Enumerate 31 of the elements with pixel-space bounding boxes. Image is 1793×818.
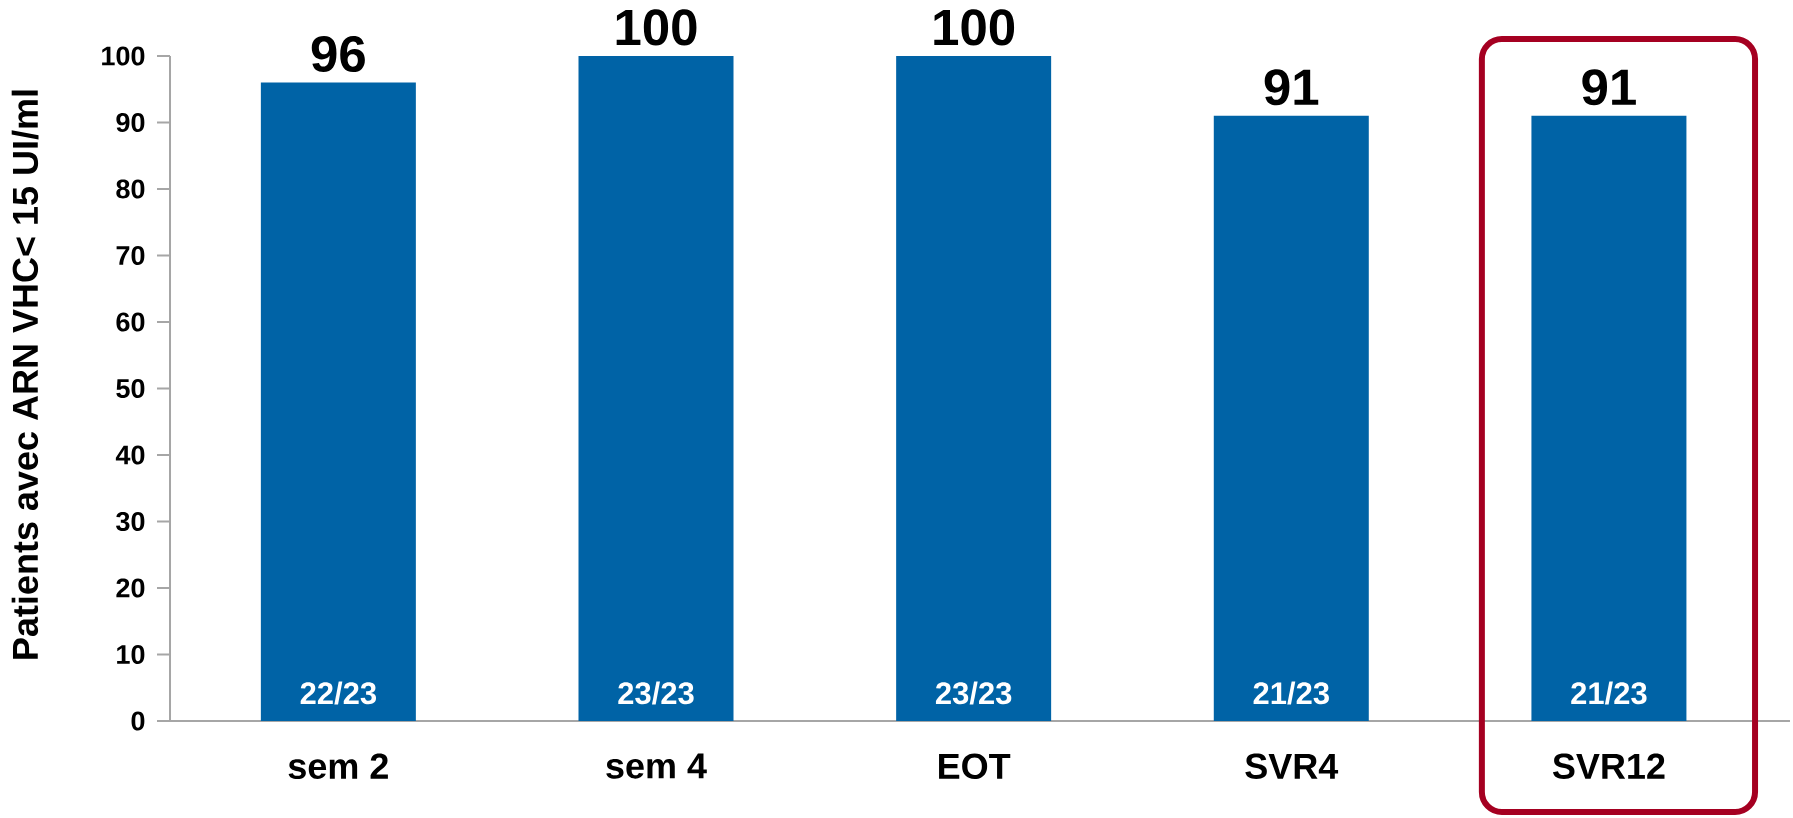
data-label: 100 [616,9,697,46]
bar [1213,115,1369,721]
y-tick-label: 60 [116,312,145,332]
annotation: 23/23 [935,681,1012,705]
y-tick-label: 40 [115,445,145,465]
y-tick-label: 10 [117,644,145,665]
data-label: 91 [1264,69,1319,106]
y-tick-label: 0 [131,711,145,731]
bar [578,55,734,721]
x-tick-label: sem 4 [606,753,707,779]
y-tick-label: 20 [116,578,145,598]
data-label: 91 [1582,69,1636,106]
y-tick-label: 70 [116,245,145,266]
y-tick-label: 50 [116,378,145,399]
annotation: 21/23 [1571,681,1647,705]
y-tick-label: 90 [116,112,145,133]
bar [260,82,416,721]
y-axis-title: Patients avec ARN VHC< 15 UI/ml [11,90,39,659]
y-tick-label: 100 [102,46,145,66]
x-tick-label: SVR4 [1245,753,1339,779]
data-label: 100 [934,9,1015,46]
annotation: 22/23 [300,681,377,705]
bar [896,55,1052,721]
y-tick-label: 30 [116,511,145,532]
annotation: 23/23 [618,681,694,705]
y-tick-label: 80 [116,179,145,199]
x-tick-label: sem 2 [288,753,388,779]
x-tick-label: SVR12 [1552,753,1665,779]
annotation: 21/23 [1253,681,1329,705]
data-label: 96 [311,35,365,73]
x-tick-label: EOT [939,753,1011,779]
